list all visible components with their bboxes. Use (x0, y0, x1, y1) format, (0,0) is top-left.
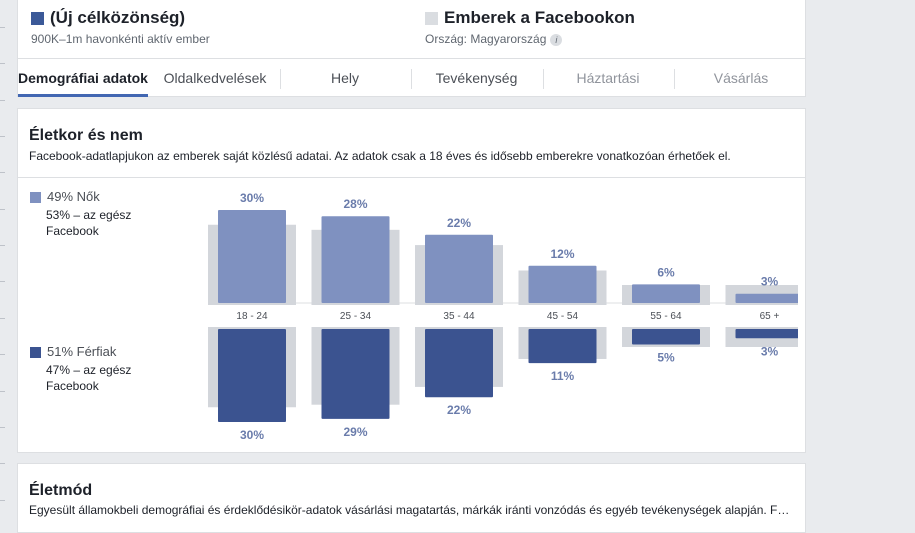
bar-men (218, 329, 286, 422)
left-rail-ticks (0, 0, 8, 518)
value-label-women: 3% (761, 275, 779, 289)
women-swatch (30, 192, 41, 204)
age-category-label: 65 + (760, 311, 780, 322)
value-label-women: 30% (240, 191, 264, 205)
facebook-people-title: Emberek a Facebookon (444, 8, 635, 27)
bar-women (735, 293, 798, 303)
bar-men (425, 329, 493, 398)
bar-men (735, 329, 798, 339)
bar-women (218, 210, 286, 303)
men-label: 51% Férfiak (47, 344, 117, 359)
bar-men (321, 329, 390, 419)
value-label-men: 3% (761, 344, 779, 358)
value-label-men: 22% (447, 403, 471, 417)
age-category-label: 45 - 54 (547, 311, 579, 322)
lifestyle-description: Egyesült államokbeli demográfiai és érde… (29, 503, 794, 517)
value-label-men: 5% (657, 351, 675, 365)
value-label-men: 29% (343, 425, 367, 439)
women-label: 49% Nők (47, 189, 100, 204)
new-audience-swatch (31, 11, 44, 25)
value-label-men: 30% (240, 428, 264, 442)
men-legend: 51% Férfiak 47% – az egész Facebook (30, 344, 146, 394)
value-label-women: 6% (657, 265, 675, 279)
country-label: Ország: Magyarország (425, 32, 547, 46)
lifestyle-title: Életmód (29, 482, 93, 499)
age-category-label: 55 - 64 (650, 311, 682, 322)
men-swatch (30, 347, 41, 359)
axis-band (208, 303, 798, 329)
bar-women (321, 216, 390, 303)
audience-header: (Új célközönség) 900K–1m havonkénti aktí… (17, 0, 806, 97)
value-label-men: 11% (551, 369, 575, 383)
bar-women (632, 284, 700, 303)
tab-bar: Demográfiai adatok Oldalkedvelések Hely … (18, 58, 805, 97)
bar-women (425, 234, 493, 303)
new-audience-title: (Új célközönség) (50, 8, 186, 27)
age-category-label: 18 - 24 (236, 311, 268, 322)
value-label-women: 12% (550, 247, 574, 261)
facebook-people-legend: Emberek a Facebookon Ország: Magyarorszá… (425, 8, 635, 46)
age-gender-card: Életkor és nem Facebook-adatlapjukon az … (17, 108, 806, 453)
value-label-women: 28% (343, 197, 367, 211)
bar-women (528, 265, 597, 303)
tab-household: Háztartási (576, 70, 640, 86)
value-label-women: 22% (447, 216, 471, 230)
women-legend: 49% Nők 53% – az egész Facebook (30, 189, 146, 239)
tab-purchase: Vásárlás (713, 70, 769, 86)
facebook-people-swatch (425, 11, 438, 25)
info-icon[interactable]: i (550, 33, 563, 46)
tab-location[interactable]: Hely (330, 70, 359, 86)
men-sub: 47% – az egész Facebook (46, 363, 132, 393)
tab-page-likes[interactable]: Oldalkedvelések (163, 70, 267, 86)
section-description: Facebook-adatlapjukon az emberek saját k… (29, 149, 731, 163)
new-audience-legend: (Új célközönség) 900K–1m havonkénti aktí… (31, 8, 210, 46)
tab-activity[interactable]: Tevékenység (435, 70, 518, 86)
section-title: Életkor és nem (29, 127, 143, 144)
age-category-label: 35 - 44 (443, 311, 475, 322)
new-audience-subtitle: 900K–1m havonkénti aktív ember (31, 32, 210, 46)
age-gender-chart: 30% 30% 18 - 24 28% 29% 25 - 34 22% 22% 35 - 44 1… (208, 191, 798, 442)
bar-men (632, 329, 700, 345)
bar-men (528, 329, 597, 364)
women-sub: 53% – az egész Facebook (46, 208, 132, 238)
tab-demographics[interactable]: Demográfiai adatok (18, 59, 148, 97)
lifestyle-card: Életmód Egyesült államokbeli demográfiai… (17, 463, 806, 533)
age-category-label: 25 - 34 (340, 311, 372, 322)
